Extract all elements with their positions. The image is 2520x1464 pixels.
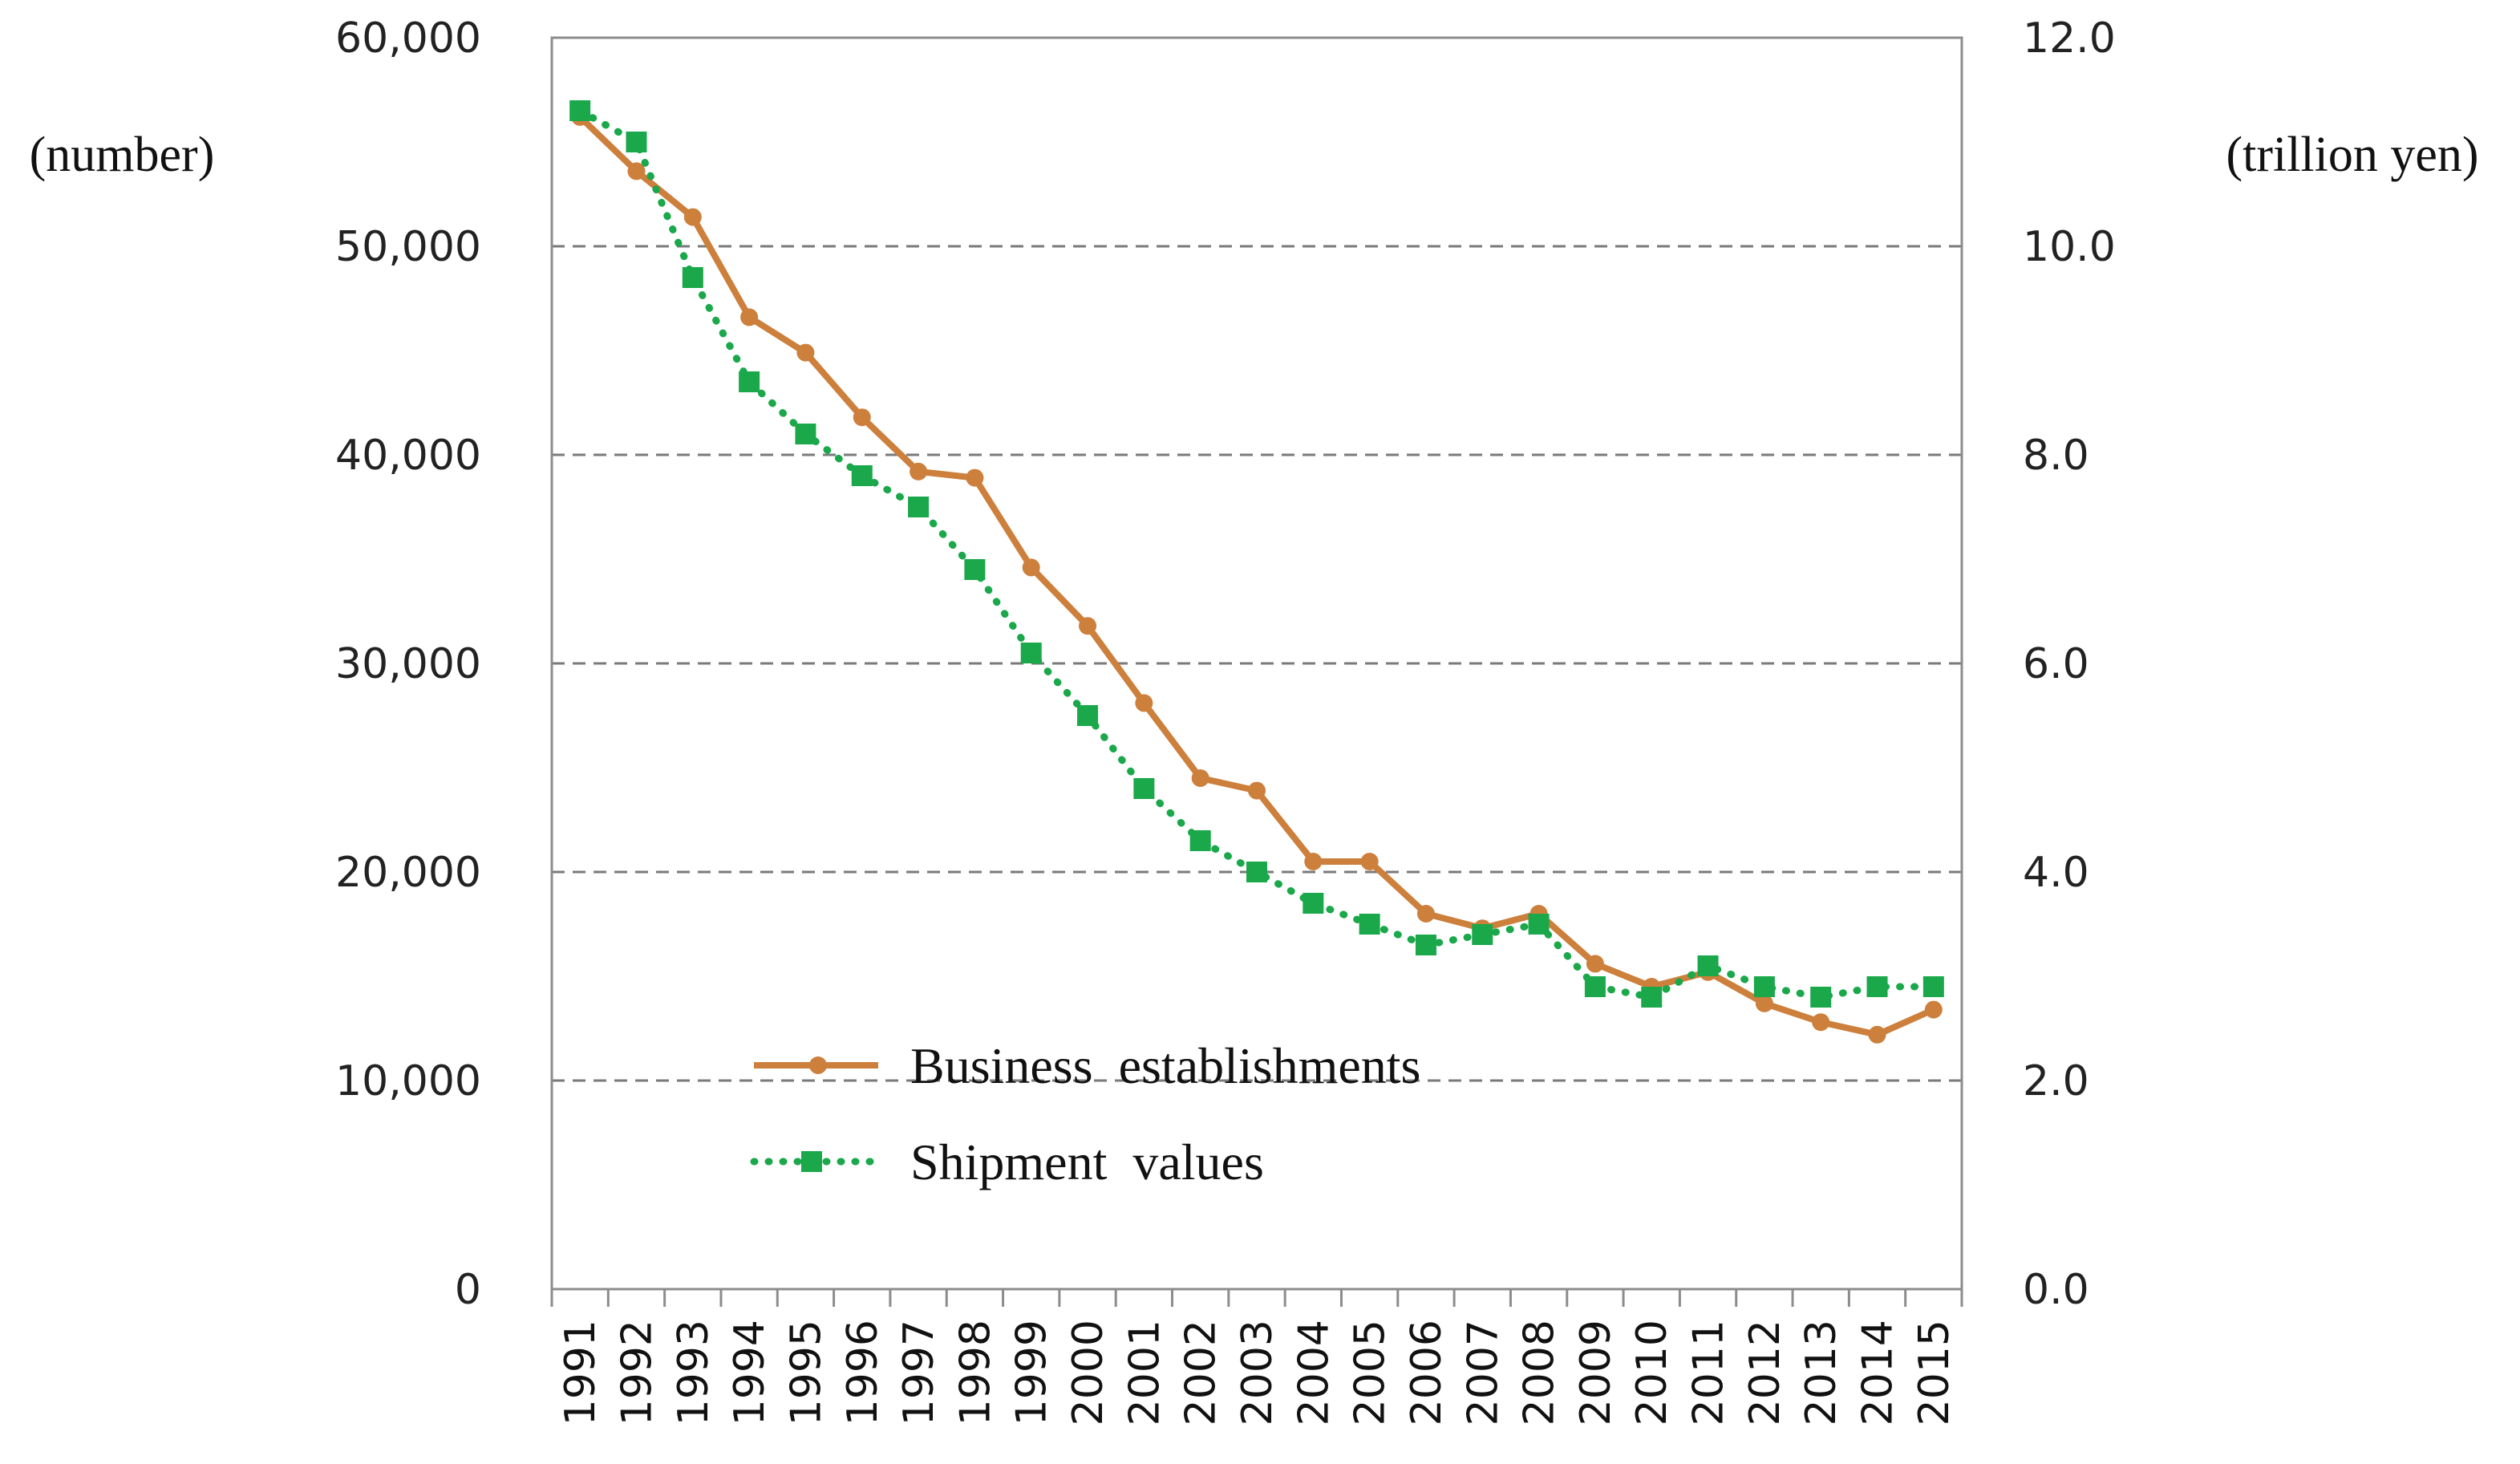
data-point bbox=[796, 343, 815, 362]
legend: Business establishments Shipment values bbox=[750, 1037, 1420, 1190]
data-point bbox=[1246, 862, 1267, 882]
x-axis-tick-label: 1996 bbox=[839, 1320, 887, 1425]
legend-item: Business establishments bbox=[754, 1037, 1420, 1094]
series-business-establishments bbox=[571, 107, 1943, 1044]
data-point bbox=[1472, 924, 1493, 945]
legend-item: Shipment values bbox=[750, 1133, 1264, 1190]
data-point bbox=[569, 100, 591, 121]
right-axis-tick-label: 6.0 bbox=[2023, 640, 2089, 688]
x-axis-tick-label: 2006 bbox=[1403, 1320, 1451, 1425]
left-axis-unit-label: (number) bbox=[30, 128, 215, 182]
data-point bbox=[1189, 830, 1211, 851]
legend-swatch-marker bbox=[801, 1151, 822, 1172]
data-point bbox=[1077, 705, 1099, 726]
data-point bbox=[682, 267, 703, 288]
data-point bbox=[1303, 893, 1324, 914]
x-axis-tick-label: 2010 bbox=[1628, 1320, 1676, 1425]
right-axis-tick-label: 12.0 bbox=[2023, 14, 2116, 63]
right-axis-tick-label: 2.0 bbox=[2023, 1057, 2089, 1105]
left-axis-tick-label: 50,000 bbox=[335, 223, 481, 271]
data-point bbox=[1360, 853, 1379, 870]
data-point bbox=[1697, 955, 1719, 976]
data-point bbox=[626, 132, 647, 152]
right-axis-tick-label: 10.0 bbox=[2023, 223, 2116, 271]
x-axis-tick-label: 2000 bbox=[1064, 1320, 1112, 1425]
data-point bbox=[1359, 914, 1380, 935]
plot-area-frame bbox=[550, 36, 1963, 1291]
x-axis-tick-label: 1993 bbox=[670, 1320, 718, 1425]
data-point bbox=[739, 371, 760, 392]
data-point bbox=[1866, 976, 1888, 997]
right-axis-tick-label: 8.0 bbox=[2023, 432, 2089, 480]
x-axis-tick-label: 2009 bbox=[1572, 1320, 1620, 1425]
data-point bbox=[1133, 778, 1155, 799]
data-point bbox=[683, 208, 702, 226]
series-shipment-values bbox=[569, 100, 1944, 1008]
data-point bbox=[964, 559, 986, 580]
x-axis-tick-label: 2007 bbox=[1459, 1320, 1507, 1425]
left-axis-tick-label: 30,000 bbox=[335, 640, 481, 688]
right-axis-tick-label: 0.0 bbox=[2023, 1266, 2089, 1314]
x-axis-tick-label: 1998 bbox=[951, 1320, 999, 1425]
data-point bbox=[1753, 976, 1775, 997]
right-axis-unit-label: (trillion yen) bbox=[2226, 128, 2478, 182]
x-axis-tick-label: 1999 bbox=[1008, 1320, 1056, 1425]
data-point bbox=[908, 497, 930, 517]
x-axis-tick-label: 1994 bbox=[726, 1320, 774, 1425]
x-axis-tick-label: 2013 bbox=[1797, 1320, 1845, 1425]
data-point bbox=[1304, 853, 1323, 870]
x-axis-tick-label: 1995 bbox=[782, 1320, 830, 1425]
x-axis-tick-label: 2005 bbox=[1347, 1320, 1395, 1425]
x-axis-tick-label: 1991 bbox=[557, 1320, 605, 1425]
series-line bbox=[577, 114, 1935, 1038]
data-point bbox=[740, 308, 759, 326]
data-point bbox=[1135, 694, 1153, 712]
data-point bbox=[1191, 769, 1209, 787]
data-point bbox=[1868, 1025, 1886, 1044]
data-point bbox=[1586, 955, 1604, 973]
left-axis-tick-label: 20,000 bbox=[335, 849, 481, 897]
x-axis-tick-label: 2012 bbox=[1741, 1320, 1789, 1425]
legend-label: Shipment values bbox=[910, 1133, 1264, 1190]
data-point bbox=[966, 468, 984, 487]
x-axis-tick-label: 2008 bbox=[1516, 1320, 1564, 1425]
legend-swatch-marker bbox=[809, 1056, 827, 1074]
data-point bbox=[795, 424, 816, 444]
data-point bbox=[1810, 987, 1832, 1008]
data-point bbox=[1416, 905, 1435, 923]
x-axis-tick-label: 1992 bbox=[613, 1320, 661, 1425]
left-axis-tick-label: 40,000 bbox=[335, 432, 481, 480]
data-point bbox=[1641, 987, 1663, 1008]
data-point bbox=[1584, 976, 1606, 997]
data-point bbox=[1755, 994, 1773, 1012]
data-point bbox=[851, 465, 873, 486]
data-point bbox=[1812, 1013, 1830, 1032]
x-axis-tick-label: 2014 bbox=[1854, 1320, 1902, 1425]
data-point bbox=[1415, 935, 1436, 955]
x-axis-tick-label: 2015 bbox=[1910, 1320, 1959, 1425]
data-point bbox=[910, 462, 928, 481]
x-axis-tick-label: 2011 bbox=[1685, 1320, 1733, 1425]
data-point bbox=[1020, 643, 1042, 663]
data-point bbox=[853, 408, 871, 427]
x-axis-tick-label: 2004 bbox=[1290, 1320, 1338, 1425]
x-axis-tick-label: 2003 bbox=[1234, 1320, 1282, 1425]
left-axis-tick-label: 60,000 bbox=[335, 14, 481, 63]
x-axis-tick-label: 2002 bbox=[1177, 1320, 1226, 1425]
x-axis-tick-label: 2001 bbox=[1120, 1320, 1169, 1425]
data-point bbox=[627, 162, 646, 180]
data-point bbox=[1528, 914, 1550, 935]
data-point bbox=[1922, 976, 1944, 997]
legend-label: Business establishments bbox=[910, 1037, 1420, 1094]
data-point bbox=[1924, 1000, 1943, 1019]
left-axis-tick-label: 0 bbox=[455, 1266, 481, 1314]
data-point bbox=[1022, 558, 1040, 577]
x-axis-tick-label: 1997 bbox=[895, 1320, 943, 1425]
right-axis-tick-label: 4.0 bbox=[2023, 849, 2089, 897]
data-point bbox=[1248, 781, 1266, 800]
data-point bbox=[1079, 617, 1097, 635]
left-axis-tick-label: 10,000 bbox=[335, 1057, 481, 1105]
